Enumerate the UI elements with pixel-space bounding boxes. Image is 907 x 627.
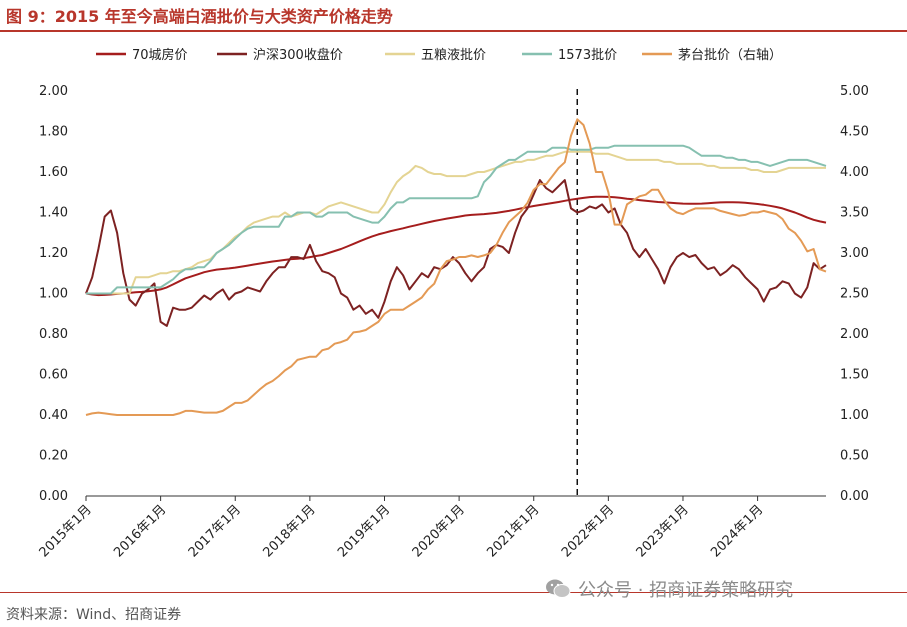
- y-right-tick-label: 1.00: [840, 408, 869, 423]
- legend-label: 沪深300收盘价: [253, 47, 343, 63]
- series-line-3: [86, 150, 826, 295]
- wechat-icon: [546, 579, 571, 598]
- y-right-tick-label: 4.50: [840, 125, 869, 140]
- series-line-5: [85, 118, 827, 416]
- y-right-tick-label: 0.50: [840, 449, 869, 464]
- watermark-text: 公众号 · 招商证券策略研究: [578, 580, 794, 601]
- footer-divider: [0, 592, 907, 593]
- y-right-tick-label: 1.50: [840, 368, 869, 383]
- y-left-tick-label: 1.20: [39, 246, 68, 261]
- y-right-tick-label: 2.00: [840, 327, 869, 342]
- series-line-2: [85, 179, 827, 327]
- x-tick-label: 2022年1月: [559, 502, 617, 560]
- y-right-tick-label: 3.50: [840, 206, 869, 221]
- x-tick-label: 2018年1月: [260, 502, 318, 560]
- y-left-tick-label: 1.40: [39, 206, 68, 221]
- legend-label: 五粮液批价: [421, 48, 486, 63]
- y-left-tick-label: 0.20: [39, 449, 68, 464]
- y-left-tick-label: 1.60: [39, 165, 68, 180]
- x-tick-label: 2020年1月: [410, 502, 468, 560]
- y-left-tick-label: 0.40: [39, 408, 68, 423]
- y-right-tick-label: 5.00: [840, 84, 869, 99]
- legend-label: 茅台批价（右轴）: [678, 48, 782, 63]
- title-divider: [0, 30, 907, 32]
- x-tick-label: 2023年1月: [634, 502, 692, 560]
- x-tick-label: 2024年1月: [708, 502, 766, 560]
- y-right-tick-label: 3.00: [840, 246, 869, 261]
- source-note: 资料来源：Wind、招商证券: [6, 607, 182, 623]
- legend-label: 70城房价: [132, 47, 188, 63]
- legend-label: 1573批价: [558, 48, 617, 63]
- x-tick-label: 2021年1月: [484, 502, 542, 560]
- y-left-tick-label: 0.80: [39, 327, 68, 342]
- y-left-tick-label: 2.00: [39, 84, 68, 99]
- x-tick-label: 2017年1月: [186, 502, 244, 560]
- y-right-tick-label: 4.00: [840, 165, 869, 180]
- chart-series: [85, 118, 827, 416]
- chart-legend: 70城房价 沪深300收盘价 五粮液批价 1573批价 茅台批价（右轴）: [96, 47, 782, 63]
- y-right-tick-label: 2.50: [840, 287, 869, 302]
- watermark: 公众号 · 招商证券策略研究: [544, 576, 793, 602]
- y-left-tick-label: 1.80: [39, 125, 68, 140]
- y-left-tick-label: 1.00: [39, 287, 68, 302]
- y-right-tick-label: 0.00: [840, 489, 869, 504]
- series-line-1: [85, 195, 827, 297]
- series-line-4: [86, 144, 827, 295]
- x-tick-label: 2016年1月: [111, 502, 169, 560]
- chart-title: 图 9：2015 年至今高端白酒批价与大类资产价格走势: [6, 7, 393, 26]
- x-tick-label: 2015年1月: [37, 502, 95, 560]
- y-left-tick-label: 0.60: [39, 368, 68, 383]
- y-left-tick-label: 0.00: [39, 489, 68, 504]
- x-tick-label: 2019年1月: [335, 502, 393, 560]
- line-chart: 70城房价 沪深300收盘价 五粮液批价 1573批价 茅台批价（右轴） 0.00 0.2…: [37, 47, 869, 560]
